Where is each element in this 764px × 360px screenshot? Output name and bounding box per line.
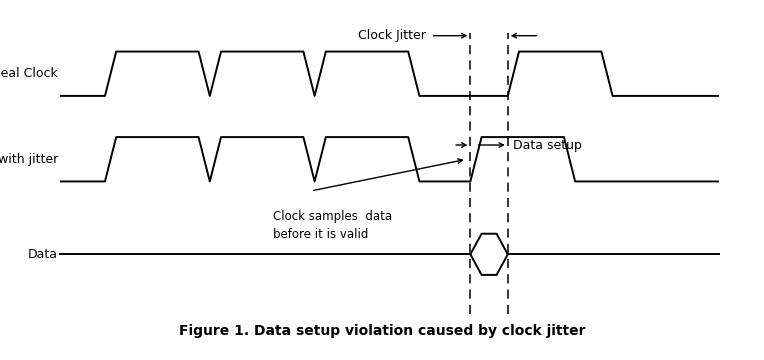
Text: Data setup: Data setup: [513, 139, 582, 152]
Text: Clock with jitter: Clock with jitter: [0, 153, 58, 166]
Text: Figure 1. Data setup violation caused by clock jitter: Figure 1. Data setup violation caused by…: [179, 324, 585, 338]
Text: Ideal Clock: Ideal Clock: [0, 67, 58, 80]
Text: Data: Data: [28, 248, 58, 261]
Text: Clock Jitter: Clock Jitter: [358, 29, 426, 42]
Text: Clock samples  data
before it is valid: Clock samples data before it is valid: [274, 210, 393, 241]
